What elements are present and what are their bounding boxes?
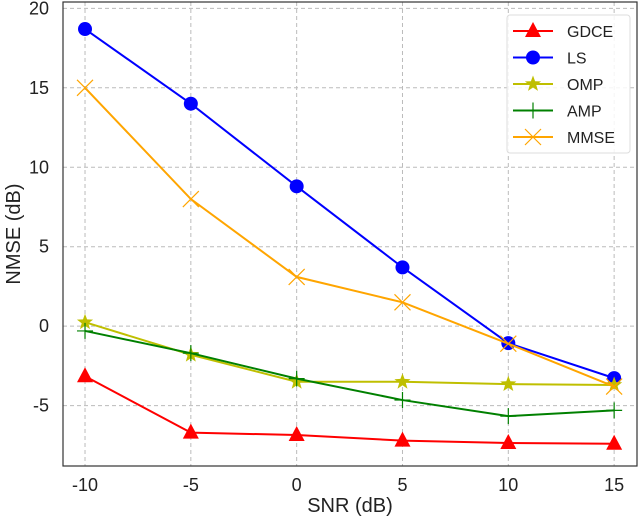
- legend-label: OMP: [567, 77, 603, 94]
- legend-box: [506, 14, 631, 154]
- triangle-marker: [525, 22, 541, 37]
- y-tick-label: 20: [29, 0, 49, 18]
- legend-label: AMP: [567, 104, 602, 121]
- legend-label: GDCE: [567, 24, 613, 41]
- legend-item: OMP: [513, 75, 603, 94]
- y-tick-label: 10: [29, 157, 49, 177]
- legend-label: MMSE: [567, 130, 615, 147]
- series-line: [84, 375, 615, 445]
- plus-marker: [525, 102, 541, 119]
- x-tick-label: 0: [292, 475, 302, 495]
- x-tick-label: 10: [498, 475, 518, 495]
- x-tick-label: 5: [397, 475, 407, 495]
- plus-marker: [288, 370, 305, 387]
- triangle-marker: [288, 426, 305, 442]
- star-marker: [500, 375, 517, 391]
- plus-marker: [182, 345, 199, 362]
- circle-marker: [183, 96, 198, 111]
- x-marker: [499, 335, 517, 353]
- series-gdce: [77, 367, 623, 450]
- circle-marker: [526, 50, 540, 65]
- circle-marker: [395, 260, 410, 275]
- x-tick-label: 15: [604, 475, 624, 495]
- triangle-marker: [394, 431, 411, 447]
- triangle-marker: [606, 434, 623, 450]
- circle-marker: [78, 22, 93, 37]
- series-amp: [77, 322, 623, 425]
- legend-item: MMSE: [513, 128, 615, 147]
- x-marker: [182, 190, 200, 208]
- x-tick-label: -10: [72, 475, 98, 495]
- plus-marker: [77, 322, 94, 339]
- y-tick-label: 15: [29, 78, 49, 98]
- legend-label: LS: [567, 51, 587, 68]
- tick-labels: -10 -5 0 5 10 15 -5 0 5 10 15 20: [29, 0, 624, 495]
- y-tick-label: 5: [39, 237, 49, 257]
- x-marker: [288, 268, 306, 286]
- plot-frame: [62, 1, 638, 467]
- y-tick-label: -5: [33, 396, 49, 416]
- legend-item: GDCE: [513, 22, 613, 41]
- plus-marker: [394, 392, 411, 409]
- x-marker: [76, 79, 94, 97]
- star-marker: [394, 373, 411, 389]
- x-tick-label: -5: [183, 475, 199, 495]
- series-line: [84, 329, 615, 418]
- legend-item: AMP: [513, 102, 602, 121]
- star-marker: [524, 75, 542, 91]
- series-line: [84, 87, 615, 388]
- series-line: [84, 28, 615, 380]
- plus-marker: [606, 402, 623, 419]
- x-marker: [605, 378, 623, 395]
- legend: GDCE LS OMP AMP MMSE: [506, 14, 631, 154]
- triangle-marker: [77, 367, 94, 383]
- star-marker: [606, 376, 623, 392]
- plus-marker: [500, 408, 517, 425]
- triangle-marker: [182, 423, 199, 439]
- star-marker: [76, 313, 94, 330]
- circle-marker: [289, 179, 304, 194]
- series-mmse: [76, 79, 623, 395]
- x-marker: [394, 293, 411, 311]
- series-group: [76, 22, 623, 450]
- legend-item: LS: [513, 50, 587, 68]
- y-axis-label: NMSE (dB): [3, 183, 25, 284]
- x-marker: [524, 128, 542, 146]
- x-axis-label: SNR (dB): [307, 495, 393, 517]
- triangle-marker: [500, 433, 517, 449]
- y-tick-label: 0: [39, 316, 49, 336]
